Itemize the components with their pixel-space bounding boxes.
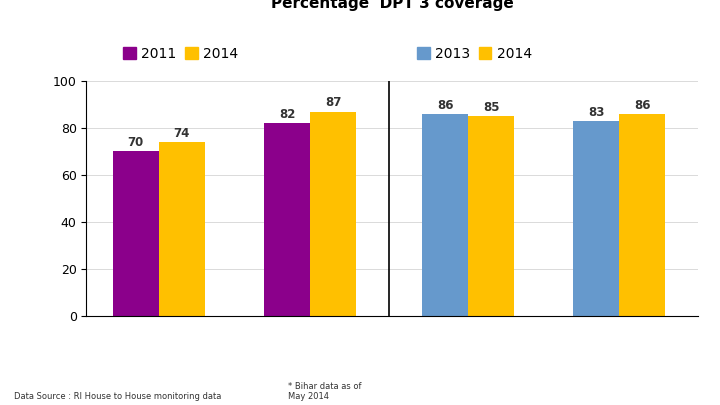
Bar — [159, 142, 205, 316]
Bar — [113, 151, 159, 316]
Bar — [573, 121, 619, 316]
Legend: 2013, 2014: 2013, 2014 — [412, 41, 537, 66]
Text: 74: 74 — [174, 127, 190, 140]
Text: Percentage  DPT 3 coverage: Percentage DPT 3 coverage — [271, 0, 514, 11]
Text: * Bihar data as of
May 2014: * Bihar data as of May 2014 — [288, 382, 361, 401]
Bar — [264, 123, 310, 316]
Text: 70: 70 — [127, 136, 144, 149]
Text: 83: 83 — [588, 106, 605, 119]
Text: 86: 86 — [634, 98, 651, 111]
Text: 86: 86 — [437, 98, 454, 111]
Text: Data Source : RI House to House monitoring data: Data Source : RI House to House monitori… — [14, 392, 222, 401]
Bar — [310, 111, 356, 316]
Bar — [619, 114, 665, 316]
Text: 82: 82 — [279, 108, 295, 121]
Text: 87: 87 — [325, 96, 341, 109]
Text: 85: 85 — [483, 101, 500, 114]
Bar — [468, 116, 514, 316]
Bar — [422, 114, 468, 316]
Text: Polio network house to house monitoring data: Polio network house to house monitoring … — [125, 17, 595, 35]
